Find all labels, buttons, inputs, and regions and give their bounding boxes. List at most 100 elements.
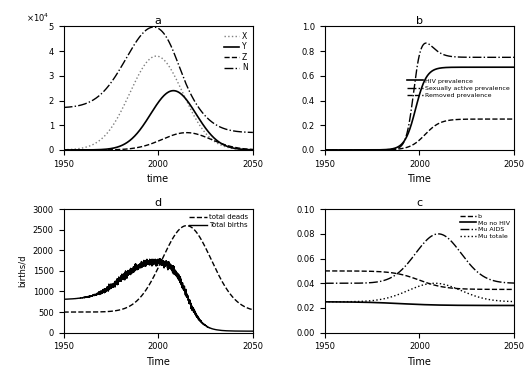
Z [60, 148, 67, 152]
X [147, 56, 154, 60]
Total births [156, 257, 163, 261]
Line: total deads: total deads [64, 226, 253, 312]
HIV prevalence [409, 120, 415, 125]
X [244, 147, 251, 152]
b [409, 275, 415, 280]
Removed prevalence [506, 117, 512, 121]
Removed prevalence [331, 148, 338, 152]
total deads [209, 260, 216, 265]
X [153, 54, 160, 58]
X [70, 147, 76, 152]
HIV prevalence [331, 148, 338, 152]
b [505, 287, 511, 292]
Title: b: b [416, 15, 423, 26]
Mu totale [511, 299, 517, 304]
X [60, 147, 67, 152]
Mu AIDS [471, 266, 477, 271]
Mu AIDS [331, 281, 338, 285]
Y [147, 112, 154, 116]
Removed prevalence [414, 140, 420, 144]
Total births [244, 329, 251, 333]
Y [244, 147, 251, 152]
HIV prevalence [322, 148, 328, 152]
X-axis label: Time: Time [146, 357, 170, 367]
total deads [244, 306, 251, 310]
X-axis label: Time: Time [408, 357, 431, 367]
Z [250, 147, 256, 152]
Mo no HIV [506, 303, 512, 308]
Mo no HIV [511, 303, 517, 308]
Removed prevalence [322, 148, 328, 152]
Mu AIDS [435, 232, 441, 236]
N [70, 104, 76, 109]
Removed prevalence [511, 117, 517, 121]
Mu totale [409, 287, 415, 291]
N [244, 130, 251, 135]
total deads [153, 271, 159, 275]
X-axis label: Time: Time [408, 174, 431, 184]
Sexually active prevalence [423, 41, 429, 45]
Z [183, 130, 190, 135]
Z [70, 148, 76, 152]
Y [209, 135, 216, 139]
Total births [60, 297, 67, 302]
Sexually active prevalence [331, 148, 338, 152]
Line: X: X [64, 56, 253, 150]
X [153, 54, 159, 58]
Legend: b, Mo no HIV, Mu AIDS, Mu totale: b, Mo no HIV, Mu AIDS, Mu totale [459, 212, 511, 240]
N [147, 25, 154, 30]
N [153, 25, 159, 29]
Mu AIDS [409, 256, 415, 260]
Total births [147, 260, 154, 265]
HIV prevalence [414, 102, 420, 106]
Line: Sexually active prevalence: Sexually active prevalence [325, 43, 514, 150]
Total births [70, 296, 76, 301]
Mu AIDS [414, 249, 420, 254]
Removed prevalence [471, 117, 477, 121]
Z [147, 142, 154, 146]
N [250, 130, 256, 135]
Mu AIDS [506, 280, 512, 285]
Text: $\times 10^4$: $\times 10^4$ [26, 11, 49, 23]
Total births [244, 329, 251, 333]
Mu totale [471, 293, 477, 298]
total deads [250, 307, 256, 312]
Legend: total deads, Total births: total deads, Total births [188, 213, 250, 229]
Mo no HIV [409, 302, 415, 307]
total deads [70, 310, 76, 314]
Z [244, 147, 251, 151]
Mu totale [414, 285, 420, 289]
Sexually active prevalence [414, 66, 420, 71]
Sexually active prevalence [322, 148, 328, 152]
HIV prevalence [511, 65, 517, 70]
Total births [250, 329, 256, 333]
Z [153, 140, 159, 144]
total deads [60, 310, 67, 314]
Sexually active prevalence [471, 55, 477, 60]
Mo no HIV [471, 303, 477, 308]
Mu AIDS [511, 281, 517, 285]
Line: b: b [325, 271, 514, 290]
Total births [209, 327, 216, 331]
HIV prevalence [471, 65, 477, 70]
total deads [183, 223, 190, 228]
Removed prevalence [409, 143, 415, 148]
Mu totale [506, 299, 512, 304]
Line: N: N [64, 27, 253, 132]
Line: Y: Y [64, 91, 253, 150]
Mu totale [322, 299, 328, 304]
b [414, 277, 420, 282]
Mo no HIV [322, 300, 328, 304]
Y [244, 147, 251, 152]
Title: a: a [155, 15, 162, 26]
b [511, 287, 517, 292]
X [209, 138, 216, 143]
Title: d: d [155, 198, 162, 208]
HIV prevalence [505, 65, 511, 70]
Sexually active prevalence [506, 55, 512, 60]
Mo no HIV [331, 300, 338, 304]
Y [250, 147, 256, 152]
Mu AIDS [322, 281, 328, 285]
Line: HIV prevalence: HIV prevalence [325, 67, 514, 150]
Z [209, 138, 216, 143]
